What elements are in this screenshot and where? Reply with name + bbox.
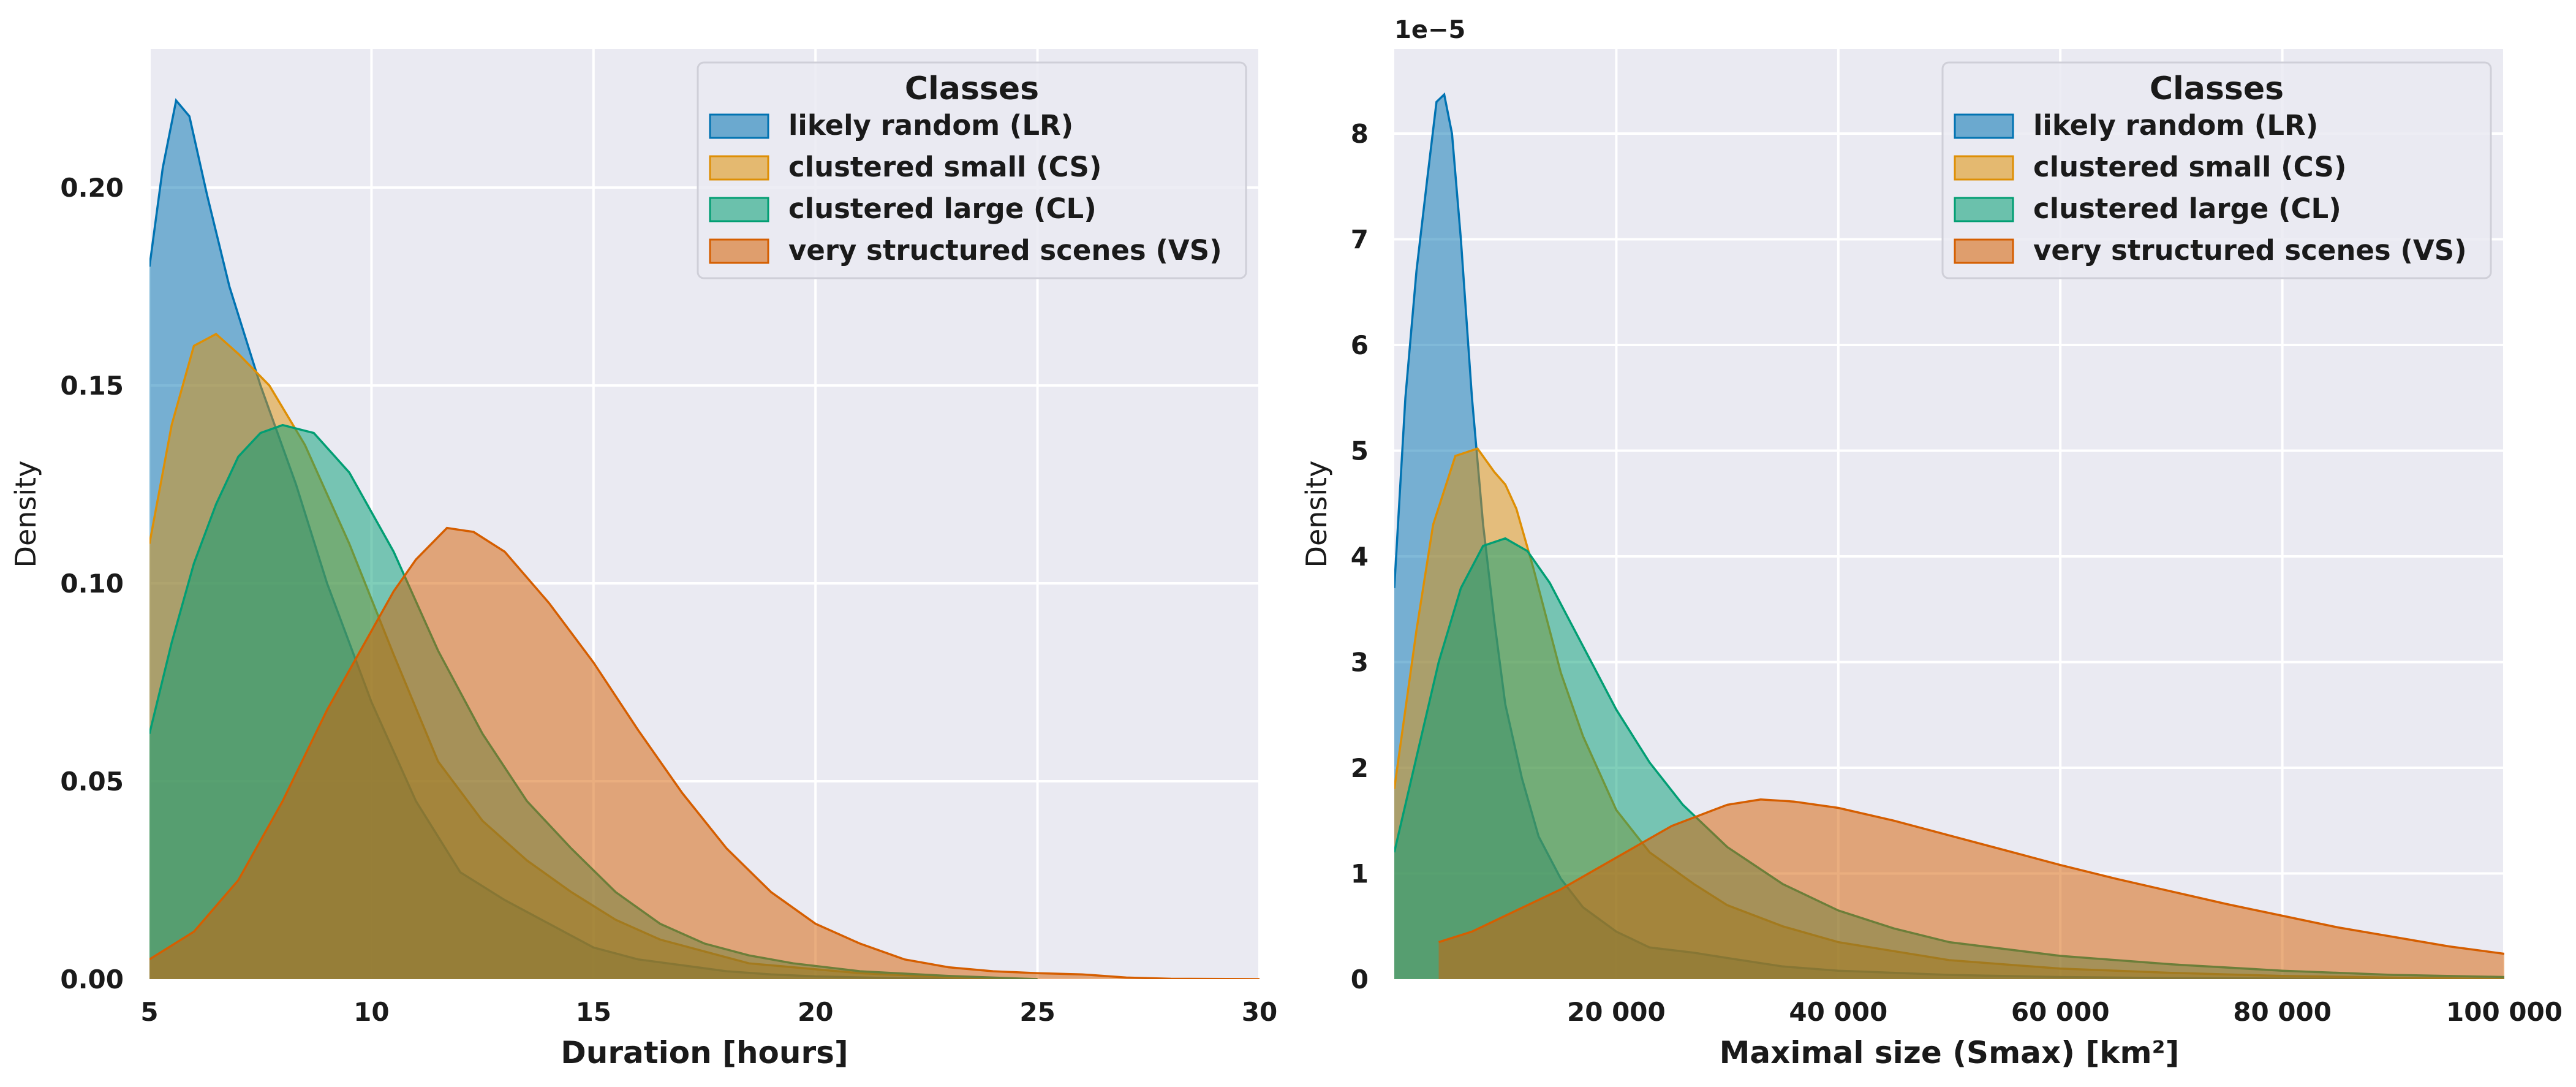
chart-1-legend-label-3: clustered large (CL) — [788, 192, 1097, 225]
chart-2-x-tick-label: 60 000 — [2011, 997, 2110, 1027]
chart-2-x-tick-label: 40 000 — [1789, 997, 1887, 1027]
chart-1-x-tick-label: 20 — [798, 997, 833, 1027]
chart-1-panel: 5 10 15 20 25 30 0.00 0.05 0.10 0.15 0.20 Duration … — [9, 49, 1277, 1070]
chart-2-x-axis-title: Maximal size (Smax) [km²] — [1720, 1035, 2180, 1070]
chart-2-series-group — [1394, 92, 2504, 979]
chart-1-x-tick-label: 10 — [353, 997, 389, 1027]
chart-1-legend-swatch-2 — [709, 155, 769, 181]
chart-1-legend-swatch-3 — [709, 197, 769, 222]
chart-2-y-tick-label: 2 — [1351, 753, 1369, 783]
chart-2-legend-label-1: likely random (LR) — [2033, 109, 2318, 142]
chart-1-x-tick-label: 25 — [1019, 997, 1055, 1027]
chart-2-y-tick-label: 8 — [1351, 119, 1369, 149]
chart-1-x-tick-label: 30 — [1242, 997, 1277, 1027]
chart-1-series-group — [149, 98, 1260, 979]
chart-2-y-tick-label: 5 — [1351, 436, 1369, 466]
chart-2-legend-title: Classes — [2150, 70, 2284, 107]
chart-2-legend-swatch-2 — [1954, 155, 2014, 181]
chart-1-y-tick-label: 0.20 — [60, 173, 124, 203]
chart-1-legend-title: Classes — [905, 70, 1039, 107]
chart-2-legend-swatch-3 — [1954, 197, 2014, 222]
chart-1-legend-swatch-1 — [709, 113, 769, 139]
chart-2-legend-box — [1941, 61, 2492, 279]
chart-1-legend-swatch-4 — [709, 238, 769, 264]
chart-1-series-4-area — [149, 528, 1260, 979]
chart-2-series-4-area — [1438, 799, 2504, 979]
chart-1-y-tick-label: 0.00 — [60, 964, 124, 994]
chart-2-y-tick-label: 0 — [1351, 964, 1369, 994]
chart-2-x-tick-label: 20 000 — [1567, 997, 1666, 1027]
chart-1-y-axis-title: Density — [9, 461, 42, 568]
chart-2-y-tick-label: 3 — [1351, 648, 1369, 678]
chart-1-y-tick-label: 0.15 — [60, 371, 124, 401]
chart-1-series-4-line — [149, 526, 1260, 979]
chart-2-panel: 20 000 40 000 60 000 80 000 100 000 0 1 2 3 4 5 6 7 8… — [1300, 16, 2563, 1070]
chart-2-y-tick-label: 1 — [1351, 859, 1369, 889]
chart-2-legend-label-3: clustered large (CL) — [2033, 192, 2341, 225]
chart-1-legend-label-4: very structured scenes (VS) — [788, 234, 1222, 267]
chart-2-series-4-line — [1438, 798, 2504, 955]
chart-2-legend-swatch-1 — [1954, 113, 2014, 139]
chart-2-legend-label-2: clustered small (CS) — [2033, 151, 2347, 183]
chart-2-x-tick-label: 80 000 — [2233, 997, 2332, 1027]
chart-2-y-tick-label: 6 — [1351, 330, 1369, 360]
chart-2-y-offset-label: 1e−5 — [1394, 16, 1465, 44]
chart-2-legend-swatch-4 — [1954, 238, 2014, 264]
chart-2-x-tick-label: 100 000 — [2446, 997, 2563, 1027]
chart-1-x-tick-label: 15 — [576, 997, 611, 1027]
chart-1-y-tick-label: 0.10 — [60, 569, 124, 599]
chart-1-y-tick-label: 0.05 — [60, 767, 124, 797]
chart-1-legend-label-1: likely random (LR) — [788, 109, 1073, 142]
chart-1-legend-box — [697, 61, 1247, 279]
chart-2-y-tick-label: 7 — [1351, 225, 1369, 255]
chart-1-x-axis-title: Duration [hours] — [561, 1035, 848, 1070]
chart-1-x-tick-label: 5 — [140, 997, 158, 1027]
chart-2-legend-label-4: very structured scenes (VS) — [2033, 234, 2467, 267]
chart-2-y-axis-title: Density — [1300, 461, 1333, 568]
chart-1-legend-label-2: clustered small (CS) — [788, 151, 1102, 183]
chart-2-y-tick-label: 4 — [1351, 542, 1369, 572]
